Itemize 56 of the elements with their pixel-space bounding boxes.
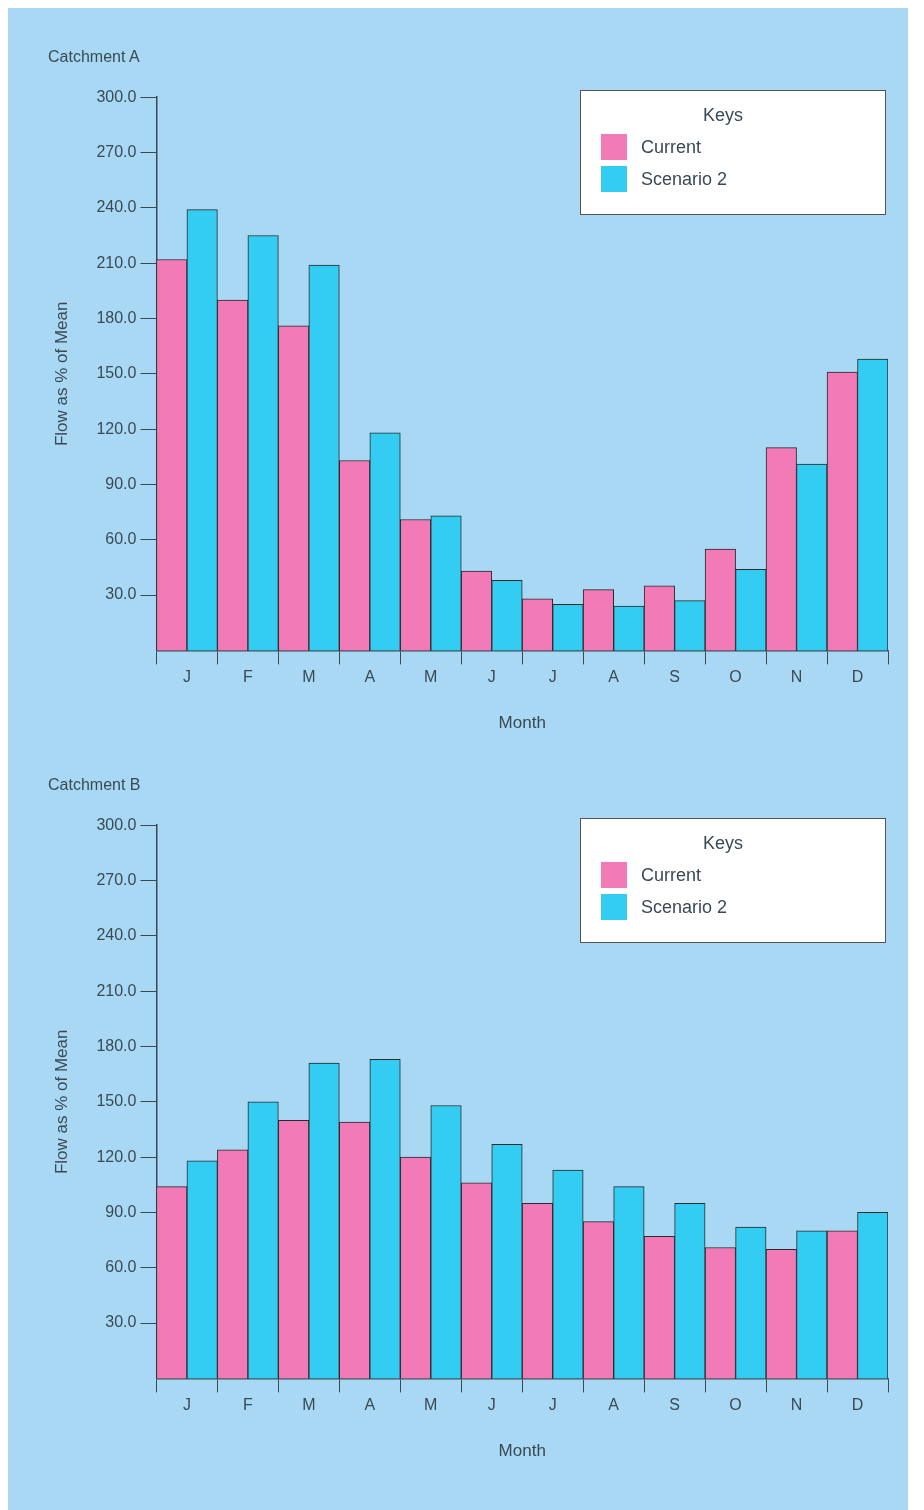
y-tick-label: 210.0: [96, 981, 137, 999]
y-tick-label: 30.0: [105, 585, 137, 603]
y-tick-label: 210.0: [96, 253, 137, 271]
y-tick-label: 270.0: [96, 870, 137, 888]
x-tick-label: A: [364, 668, 376, 686]
y-tick-label: 120.0: [96, 1147, 137, 1165]
x-tick-label: J: [487, 668, 496, 686]
y-tick-label: 150.0: [96, 1092, 137, 1110]
y-tick-label: 270.0: [96, 142, 137, 160]
x-tick-label: J: [548, 1396, 557, 1414]
x-tick-label: M: [302, 1396, 316, 1414]
x-tick-label: N: [790, 668, 803, 686]
legend-label: Scenario 2: [641, 896, 728, 918]
y-tick-label: 240.0: [96, 926, 137, 944]
y-tick-label: 30.0: [105, 1313, 137, 1331]
x-axis-title: Month: [498, 713, 546, 733]
x-tick-label: D: [851, 668, 864, 686]
y-tick-label: 60.0: [105, 1258, 137, 1276]
y-tick-label: 90.0: [105, 1202, 137, 1220]
legend-label: Scenario 2: [641, 168, 728, 190]
x-tick-label: M: [424, 1396, 438, 1414]
legend-title: Keys: [702, 105, 744, 126]
x-tick-label: J: [487, 1396, 496, 1414]
x-tick-label: A: [608, 668, 620, 686]
y-tick-label: 120.0: [96, 419, 137, 437]
chart-title: Catchment A: [48, 48, 140, 66]
y-tick-label: 180.0: [96, 308, 137, 326]
x-tick-label: J: [548, 668, 557, 686]
x-tick-label: M: [424, 668, 438, 686]
x-tick-label: A: [608, 1396, 620, 1414]
x-tick-label: F: [242, 1396, 253, 1414]
x-tick-label: A: [364, 1396, 376, 1414]
legend-title: Keys: [702, 833, 744, 854]
x-axis-title: Month: [498, 1441, 546, 1461]
y-tick-label: 150.0: [96, 364, 137, 382]
x-tick-label: J: [182, 668, 191, 686]
x-tick-label: M: [302, 668, 316, 686]
legend-label: Current: [641, 864, 702, 886]
x-tick-label: O: [729, 1396, 742, 1414]
y-tick-label: 240.0: [96, 198, 137, 216]
y-tick-label: 180.0: [96, 1036, 137, 1054]
x-tick-label: S: [669, 1396, 680, 1414]
x-tick-label: F: [242, 668, 253, 686]
x-tick-label: D: [851, 1396, 864, 1414]
y-tick-label: 300.0: [96, 815, 137, 833]
y-axis-title: Flow as % of Mean: [51, 301, 71, 447]
x-tick-label: J: [182, 1396, 191, 1414]
x-tick-label: O: [729, 668, 742, 686]
y-tick-label: 90.0: [105, 474, 137, 492]
y-tick-label: 300.0: [96, 87, 137, 105]
y-axis-title: Flow as % of Mean: [51, 1029, 71, 1175]
y-tick-label: 60.0: [105, 530, 137, 548]
x-tick-label: N: [790, 1396, 803, 1414]
chart-title: Catchment B: [48, 776, 141, 794]
legend-label: Current: [641, 136, 702, 158]
x-tick-label: S: [669, 668, 680, 686]
